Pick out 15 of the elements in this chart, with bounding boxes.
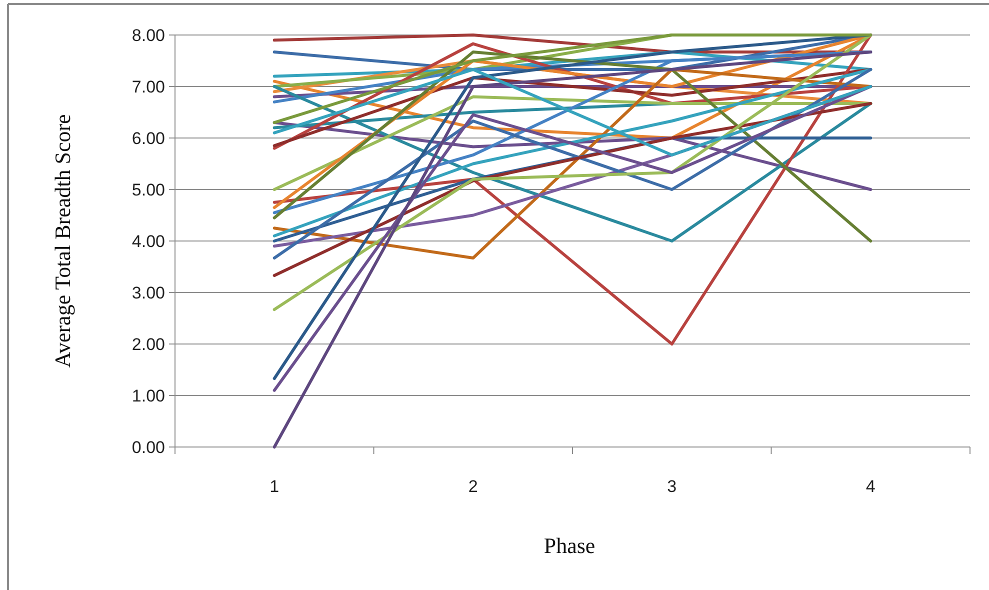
y-tick-label: 4.00 [132,232,165,251]
y-tick-label: 6.00 [132,128,165,148]
y-tick-label: 7.00 [132,77,165,96]
y-tick-label: 2.00 [132,334,165,354]
x-axis-title: Phase [544,533,596,558]
y-tick-label: 0.00 [132,438,165,457]
y-tick-label: 3.00 [132,283,165,302]
x-tick-label: 1 [270,477,280,496]
x-tick-label: 2 [468,477,478,496]
x-tick-label: 4 [866,477,876,496]
y-tick-label: 8.00 [132,26,165,45]
y-tick-label: 1.00 [132,386,165,406]
y-tick-label: 5.00 [132,180,165,200]
x-tick-label: 3 [667,477,677,496]
y-axis-title: Average Total Breadth Score [50,114,75,368]
